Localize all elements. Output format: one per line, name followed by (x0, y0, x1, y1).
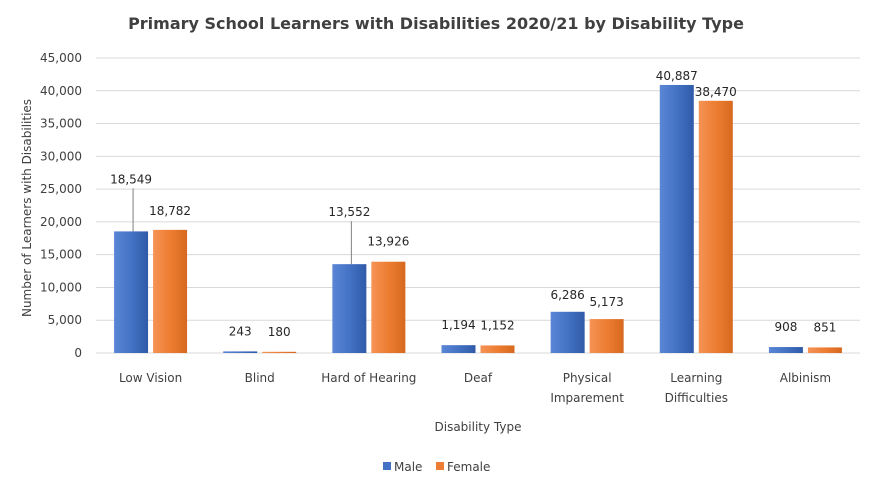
data-label: 5,173 (589, 295, 623, 309)
data-label: 908 (774, 320, 797, 334)
y-tick-label: 0 (74, 346, 82, 360)
y-axis-label: Number of Learners with Disabilities (20, 99, 34, 317)
legend-swatch-female (436, 462, 444, 470)
data-label: 1,194 (441, 318, 475, 332)
y-axis-ticks: 0 5,000 10,000 15,000 20,000 25,000 30,000 35,0… (40, 51, 82, 360)
bar-female (153, 229, 188, 353)
legend-swatch-male (383, 462, 391, 470)
bar-male (223, 351, 258, 353)
data-label: 851 (813, 320, 836, 334)
y-tick-label: 30,000 (40, 149, 82, 163)
x-tick-label: Deaf (464, 371, 493, 385)
bars (114, 84, 842, 354)
legend-label-female: Female (447, 460, 490, 474)
bar-female (480, 345, 515, 353)
gridlines (96, 57, 860, 354)
bar-female (807, 347, 842, 353)
bar-female (371, 261, 406, 353)
x-tick-label: Albinism (780, 371, 831, 385)
bar-male (114, 231, 149, 353)
data-label: 1,152 (480, 318, 514, 332)
data-label: 40,887 (656, 69, 698, 83)
x-tick-label: Low Vision (119, 371, 182, 385)
y-tick-label: 45,000 (40, 51, 82, 65)
data-label: 243 (229, 324, 252, 338)
x-tick-label: Physical (563, 371, 612, 385)
x-tick-label: Difficulties (665, 391, 728, 405)
y-tick-label: 25,000 (40, 182, 82, 196)
data-label: 18,549 (110, 172, 152, 186)
y-tick-label: 20,000 (40, 215, 82, 229)
bar-male (441, 345, 476, 353)
legend-label-male: Male (394, 460, 422, 474)
data-label: 13,926 (367, 235, 409, 249)
chart-title: Primary School Learners with Disabilitie… (128, 14, 744, 33)
data-label: 38,470 (695, 85, 737, 99)
bar-male (768, 347, 803, 353)
y-tick-label: 15,000 (40, 248, 82, 262)
bar-male (550, 311, 585, 353)
x-tick-label: Imparement (550, 391, 624, 405)
data-labels: 18,549 18,782 243 180 13,552 13,926 1,194 1,152… (110, 69, 836, 339)
y-tick-label: 10,000 (40, 280, 82, 294)
data-label: 6,286 (550, 288, 584, 302)
bar-female (262, 351, 297, 353)
y-tick-label: 5,000 (48, 313, 82, 327)
x-tick-label: Hard of Hearing (321, 371, 416, 385)
y-tick-label: 40,000 (40, 84, 82, 98)
data-label: 13,552 (328, 205, 370, 219)
data-label: 180 (268, 325, 291, 339)
data-label: 18,782 (149, 204, 191, 218)
x-tick-label: Blind (245, 371, 275, 385)
bar-male (659, 84, 694, 353)
legend: Male Female (383, 460, 490, 474)
x-tick-label: Learning (670, 371, 722, 385)
bar-female (589, 319, 624, 353)
y-tick-label: 35,000 (40, 117, 82, 131)
x-axis-label: Disability Type (435, 420, 522, 434)
bar-male (332, 264, 367, 353)
bar-female (698, 100, 733, 354)
x-axis-ticks: Low Vision Blind Hard of Hearing Deaf Physic… (119, 371, 831, 405)
